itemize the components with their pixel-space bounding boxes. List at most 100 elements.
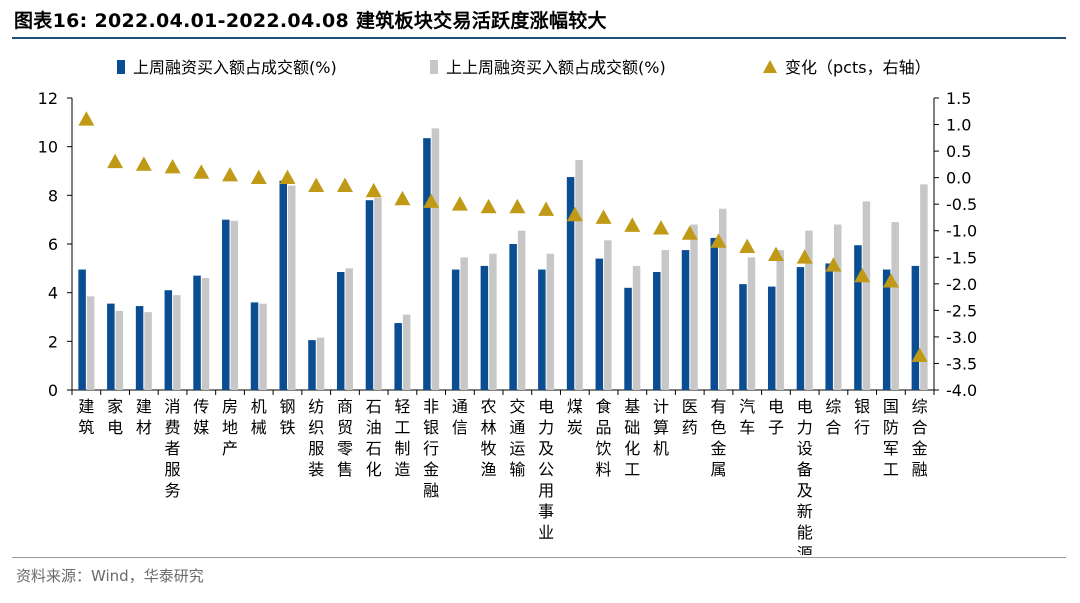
change-marker: [279, 169, 296, 185]
category-label: 家: [107, 397, 123, 416]
bar-previous-week: [546, 253, 555, 390]
bar-current-week: [336, 271, 345, 390]
right-axis-tick-label: 1.5: [946, 89, 971, 108]
legend-swatch-bar: [117, 60, 125, 74]
bar-current-week: [480, 265, 489, 390]
category-label: 建: [136, 397, 152, 416]
category-label: 力: [797, 418, 813, 437]
legend-swatch-bar: [430, 60, 438, 74]
category-label: 石: [366, 439, 382, 458]
category-label: 筑: [78, 418, 94, 437]
legend-label: 上上周融资买入额占成交额(%): [446, 58, 666, 77]
category-label: 者: [165, 439, 181, 458]
category-label: 牧: [481, 439, 497, 458]
category-label: 交: [509, 397, 525, 416]
bar-current-week: [681, 250, 690, 390]
category-label: 铁: [279, 418, 295, 437]
category-label: 综: [912, 397, 928, 416]
change-marker: [538, 201, 555, 216]
bar-current-week: [911, 265, 920, 390]
category-label: 林: [481, 418, 497, 437]
category-label: 石: [366, 397, 382, 416]
bar-previous-week: [920, 184, 928, 390]
category-label: 售: [337, 460, 353, 479]
bar-current-week: [365, 200, 374, 390]
left-axis-tick-label: 8: [48, 186, 58, 205]
category-label: 用: [538, 481, 554, 500]
change-marker: [882, 273, 899, 288]
bar-current-week: [854, 245, 862, 390]
bar-previous-week: [690, 224, 698, 390]
category-label: 金: [423, 460, 439, 479]
bar-current-week: [538, 269, 546, 390]
category-label: 食: [596, 397, 612, 416]
category-label: 有: [710, 397, 726, 416]
category-label: 防: [883, 418, 899, 437]
category-label: 色: [710, 418, 726, 437]
bar-previous-week: [431, 128, 440, 391]
category-label: 输: [509, 460, 525, 479]
change-marker: [365, 182, 382, 198]
bar-previous-week: [230, 220, 239, 390]
source-rule: [12, 557, 1066, 558]
category-label: 军: [883, 439, 899, 458]
category-label: 国: [883, 397, 899, 416]
category-label: 机: [251, 397, 267, 416]
change-marker: [710, 233, 727, 248]
category-label: 础: [624, 418, 640, 437]
bar-current-week: [882, 269, 891, 390]
category-label: 服: [308, 439, 324, 458]
category-label: 计: [653, 397, 669, 416]
bar-previous-week: [173, 295, 181, 390]
change-marker: [509, 198, 526, 214]
right-axis-tick-label: -3.0: [946, 328, 977, 347]
category-label: 金: [912, 439, 928, 458]
bar-previous-week: [575, 160, 583, 390]
category-label: 备: [797, 460, 813, 479]
change-marker: [164, 159, 181, 174]
bar-previous-week: [86, 296, 95, 390]
bar-current-week: [767, 286, 776, 390]
category-label: 子: [768, 418, 784, 437]
category-label: 电: [797, 397, 813, 416]
legend-label: 上周融资买入额占成交额(%): [133, 58, 337, 77]
bar-previous-week: [833, 224, 842, 390]
change-marker: [135, 156, 152, 171]
bar-previous-week: [288, 185, 296, 390]
bar-current-week: [566, 177, 575, 390]
category-label: 合: [825, 418, 841, 437]
change-marker: [595, 209, 612, 224]
category-label: 建: [78, 397, 94, 416]
category-label: 渔: [481, 460, 497, 479]
category-label: 房: [222, 397, 238, 416]
right-axis-tick-label: -2.0: [946, 275, 977, 294]
category-label: 源: [797, 544, 813, 555]
change-marker: [107, 153, 124, 169]
change-marker: [451, 196, 468, 211]
bar-previous-week: [661, 250, 670, 390]
right-axis-tick-label: 0.0: [946, 169, 971, 188]
change-marker: [193, 164, 210, 179]
bar-current-week: [595, 258, 604, 390]
category-label: 通: [452, 397, 468, 416]
left-axis-tick-label: 2: [48, 332, 58, 351]
bar-previous-week: [719, 208, 727, 390]
category-label: 贸: [337, 418, 353, 437]
category-label: 新: [797, 502, 813, 521]
left-axis-tick-label: 6: [48, 235, 58, 254]
right-axis-tick-label: -3.5: [946, 354, 977, 373]
category-label: 设: [797, 439, 813, 458]
bar-current-week: [107, 303, 115, 390]
bar-current-week: [308, 340, 316, 390]
category-label: 费: [165, 418, 181, 437]
change-marker: [825, 257, 842, 272]
change-marker: [681, 225, 698, 240]
category-label: 行: [423, 439, 439, 458]
category-label: 汽: [739, 397, 755, 416]
category-label: 及: [538, 439, 554, 458]
legend-label: 变化（pcts，右轴）: [785, 58, 931, 77]
category-label: 信: [452, 418, 468, 437]
bar-current-week: [624, 287, 632, 390]
bar-previous-week: [144, 312, 152, 390]
change-marker: [767, 246, 784, 262]
